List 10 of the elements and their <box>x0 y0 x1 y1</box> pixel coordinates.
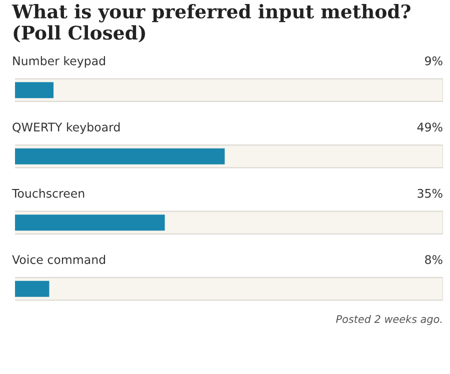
y-tick-label: QWERTY keyboard <box>12 122 120 134</box>
data-label: 49% <box>417 122 442 132</box>
y-tick-label: Voice command <box>12 254 106 264</box>
data-label: 8% <box>425 255 442 264</box>
y-tick-label: Touchscreen <box>12 188 84 198</box>
chart-title: What is your preferred input method? (Poll Closed) <box>12 4 410 42</box>
data-label: 35% <box>418 188 442 198</box>
data-label: 9% <box>425 56 442 66</box>
text: Posted 2 weeks ago. <box>336 314 442 326</box>
y-tick-label: Number keypad <box>13 56 105 68</box>
